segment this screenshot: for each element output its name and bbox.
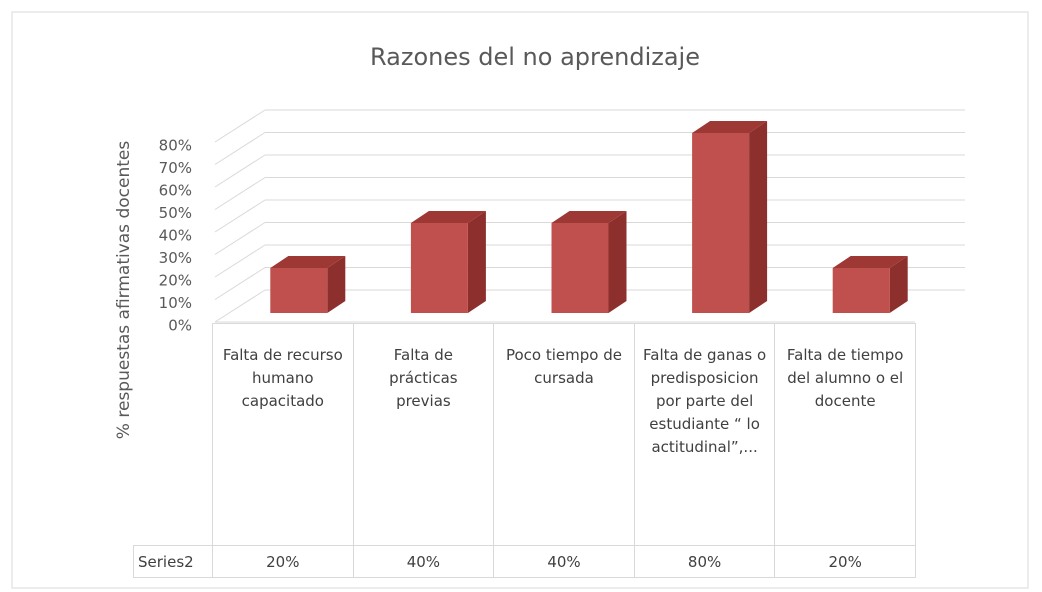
bar-top: [270, 256, 346, 268]
category-label: Falta de ganas o predisposicion por part…: [633, 323, 776, 546]
value-label: 40%: [493, 545, 635, 578]
value-label: 40%: [352, 545, 495, 578]
y-tick-label: 20%: [159, 272, 192, 290]
grid-line-side: [214, 267, 266, 300]
grid-line-side: [214, 244, 266, 278]
category-label: Poco tiempo de cursada: [493, 323, 635, 546]
bar-side: [889, 256, 908, 313]
y-tick-label: 40%: [159, 227, 192, 245]
grid-line-side: [214, 154, 266, 188]
bar-top: [692, 121, 768, 133]
bar-side: [608, 211, 627, 313]
grid-line-side: [214, 199, 266, 233]
bar-side: [749, 121, 768, 313]
grid-line-side: [214, 222, 266, 255]
grid-line-side: [214, 109, 266, 143]
bar-top: [832, 256, 908, 268]
bar: [551, 223, 609, 313]
bar-top: [551, 211, 627, 223]
y-tick-label: 60%: [159, 182, 192, 200]
bar: [832, 268, 890, 313]
value-label: 20%: [774, 545, 916, 578]
grid-line-side: [214, 289, 266, 323]
value-label: 80%: [633, 545, 776, 578]
grid-line-side: [214, 177, 266, 210]
y-tick-label: 80%: [159, 137, 192, 155]
bar-top: [410, 211, 486, 223]
y-axis-label: % respuestas afirmativas docentes: [114, 141, 134, 440]
bar: [410, 223, 468, 313]
grid-line-side: [214, 132, 266, 165]
bar-side: [467, 211, 486, 313]
value-label: 20%: [212, 545, 354, 578]
category-label: Falta de tiempo del alumno o el docente: [774, 323, 916, 546]
y-tick-label: 10%: [159, 294, 192, 312]
category-label: Falta de recurso humano capacitado: [212, 323, 354, 546]
y-tick-label: 0%: [168, 317, 192, 335]
bar-side: [327, 256, 346, 313]
y-tick-label: 70%: [159, 159, 192, 177]
category-label: Falta de prácticas previas: [352, 323, 495, 546]
y-tick-label: 50%: [159, 204, 192, 222]
chart-border: [11, 11, 1029, 589]
y-tick-label: 30%: [159, 249, 192, 267]
bar: [270, 268, 328, 313]
chart-title: Razones del no aprendizaje: [370, 43, 700, 71]
series-name: Series2: [133, 545, 213, 578]
bar: [692, 133, 750, 313]
